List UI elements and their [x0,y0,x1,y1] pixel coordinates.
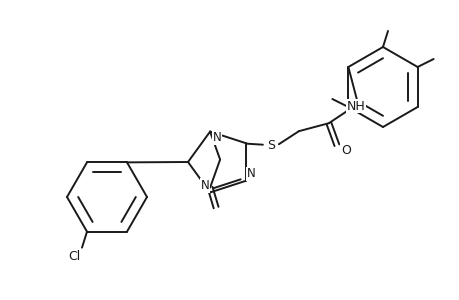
Text: Cl: Cl [68,250,80,263]
Text: S: S [266,139,274,152]
Text: N: N [200,179,209,192]
Text: NH: NH [346,100,364,113]
Text: N: N [212,131,221,144]
Text: N: N [246,167,255,180]
Text: O: O [340,144,350,157]
